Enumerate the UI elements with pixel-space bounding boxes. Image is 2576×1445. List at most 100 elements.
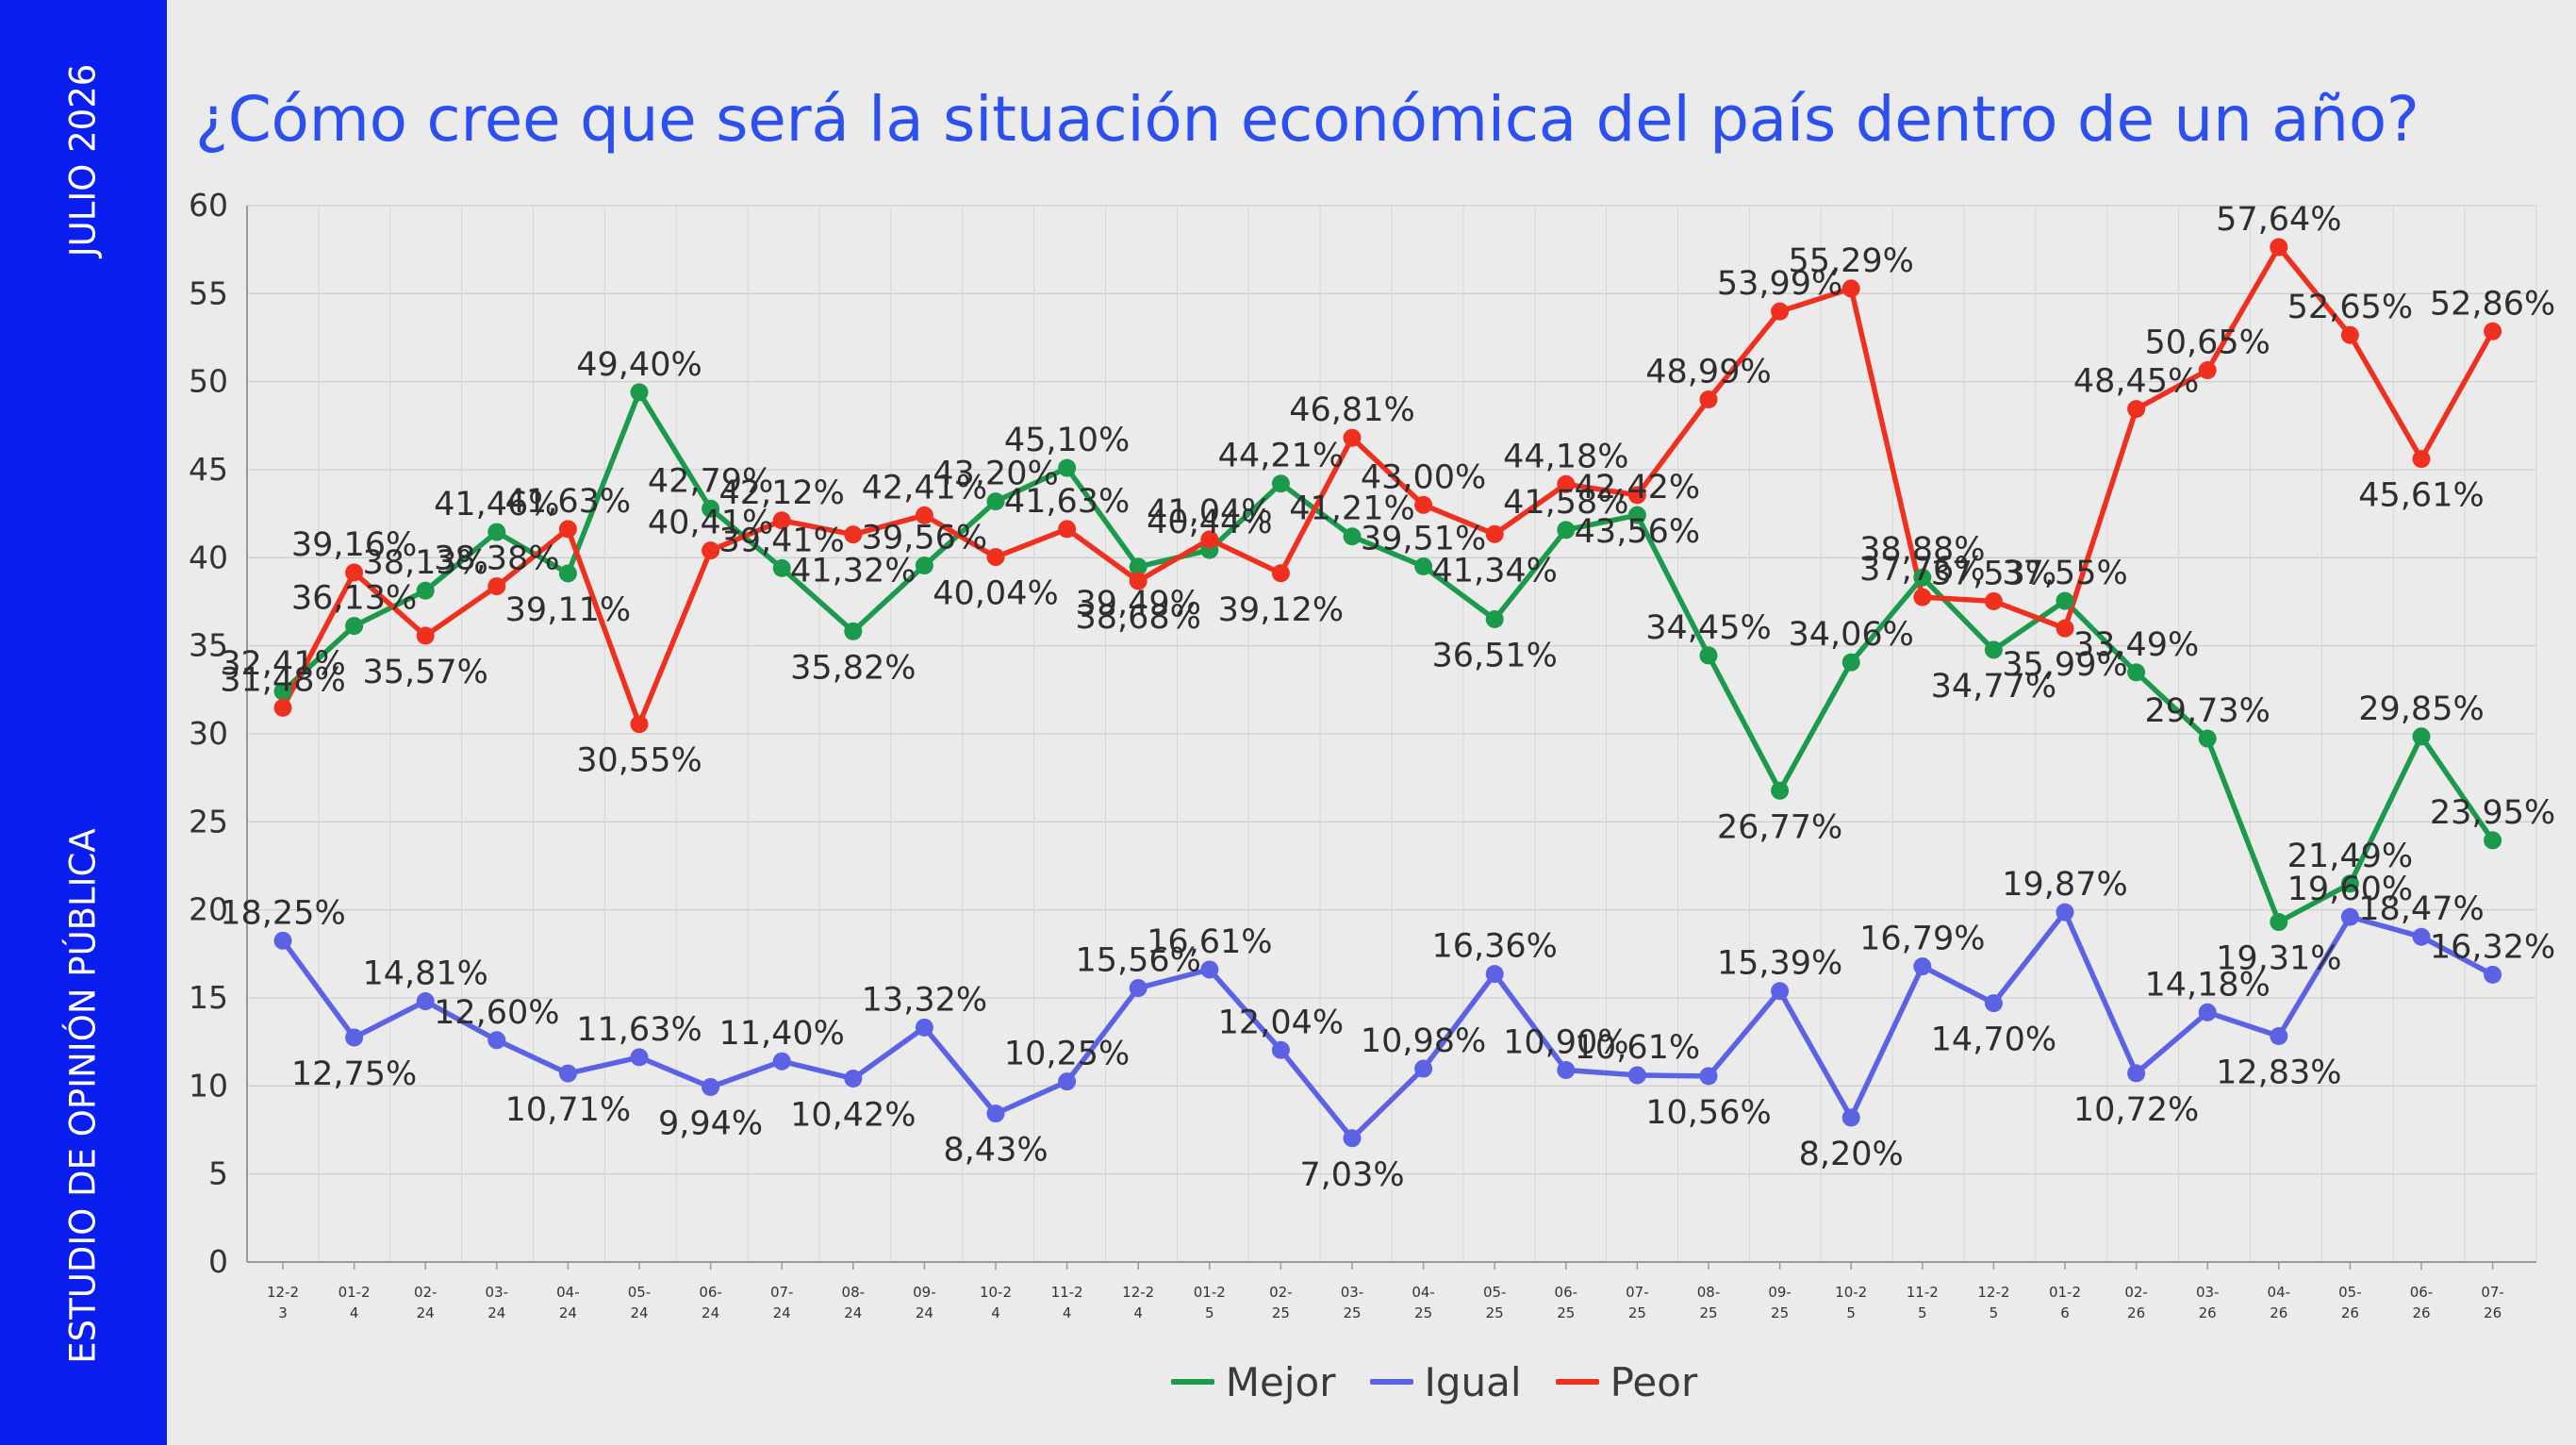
- x-tick-label-line2: 25: [1343, 1304, 1361, 1321]
- series-points: [273, 238, 2502, 1148]
- x-tick-label: 02-24: [414, 1284, 438, 1321]
- data-label-igual: 14,18%: [2144, 966, 2270, 1004]
- data-point-peor: [2270, 238, 2288, 257]
- data-point-igual: [1200, 960, 1219, 979]
- x-tick-label-line2: 24: [487, 1304, 505, 1321]
- x-tick-label-line1: 12-2: [1122, 1284, 1154, 1301]
- x-tick-label-line1: 02-: [414, 1284, 438, 1301]
- x-tick-label-line2: 25: [1699, 1304, 1717, 1321]
- x-tick-label: 10-2 5: [1835, 1284, 1867, 1321]
- x-tick-label-line2: 6: [2060, 1304, 2070, 1321]
- data-point-mejor: [1343, 527, 1362, 546]
- legend-item-mejor: Mejor: [1170, 1358, 1336, 1405]
- data-point-igual: [915, 1018, 933, 1037]
- x-tick-label-line1: 03-: [486, 1284, 509, 1301]
- data-label-peor: 31,48%: [220, 661, 345, 699]
- data-point-mejor: [2056, 591, 2074, 610]
- data-label-igual: 18,47%: [2358, 890, 2484, 928]
- x-tick-label: 04-26: [2268, 1284, 2291, 1321]
- legend-label-mejor: Mejor: [1225, 1358, 1336, 1405]
- data-point-mejor: [1699, 646, 1718, 665]
- x-tick-label-line2: 26: [2127, 1304, 2145, 1321]
- x-tick-label-line1: 03-: [1341, 1284, 1364, 1301]
- y-tick-label: 55: [189, 274, 228, 311]
- data-point-peor: [273, 698, 292, 717]
- y-tick-label: 10: [189, 1067, 228, 1104]
- x-tick-label: 12-2 3: [267, 1284, 299, 1321]
- data-point-igual: [1699, 1067, 1718, 1086]
- data-label-peor: 45,61%: [2358, 477, 2484, 515]
- data-point-igual: [2340, 907, 2359, 926]
- data-label-igual: 8,20%: [1799, 1136, 1904, 1173]
- data-label-mejor: 39,41%: [718, 522, 844, 559]
- data-point-igual: [1557, 1061, 1576, 1080]
- data-point-igual: [2198, 1003, 2217, 1021]
- y-tick-label: 40: [189, 539, 228, 575]
- legend-label-igual: Igual: [1424, 1358, 1522, 1405]
- x-tick-label-line1: 11-2: [1051, 1284, 1083, 1301]
- data-point-igual: [1627, 1066, 1646, 1085]
- data-point-igual: [1913, 957, 1932, 976]
- data-point-igual: [558, 1064, 577, 1083]
- data-point-igual: [1984, 994, 2003, 1013]
- x-tick-label-line1: 07-: [1626, 1284, 1649, 1301]
- data-label-igual: 10,71%: [505, 1091, 631, 1129]
- data-label-peor: 53,99%: [1717, 265, 1842, 303]
- data-point-igual: [1414, 1059, 1433, 1078]
- x-tick-label-line2: 4: [1133, 1304, 1143, 1321]
- data-point-igual: [2127, 1064, 2146, 1083]
- data-point-igual: [2270, 1027, 2288, 1046]
- sidebar: JULIO 2026 ESTUDIO DE OPINIÓN PÚBLICA: [0, 0, 167, 1445]
- data-point-igual: [1771, 982, 1790, 1001]
- data-label-mejor: 34,77%: [1931, 668, 2056, 706]
- legend-swatch-mejor: [1170, 1379, 1214, 1385]
- y-tick-label: 35: [189, 627, 228, 664]
- data-label-igual: 14,81%: [362, 955, 487, 993]
- x-tick-label-line1: 04-: [556, 1284, 580, 1301]
- x-tick-label: 03-26: [2196, 1284, 2220, 1321]
- x-tick-label-line1: 02-: [2124, 1284, 2148, 1301]
- x-tick-label-line2: 24: [773, 1304, 791, 1321]
- data-label-igual: 13,32%: [862, 981, 987, 1019]
- data-label-mejor: 42,79%: [648, 462, 773, 500]
- data-label-peor: 52,65%: [2287, 289, 2413, 326]
- data-label-mejor: 32,41%: [220, 645, 345, 683]
- x-tick-label: 05-25: [1483, 1284, 1507, 1321]
- x-tick-label-line2: 25: [1414, 1304, 1432, 1321]
- data-point-igual: [1271, 1040, 1290, 1059]
- y-tick-label: 15: [189, 979, 228, 1016]
- x-tick-label-line1: 05-: [628, 1284, 652, 1301]
- data-label-mejor: 29,73%: [2144, 692, 2270, 730]
- data-label-peor: 41,32%: [790, 553, 916, 590]
- data-label-igual: 10,72%: [2073, 1091, 2199, 1129]
- data-label-igual: 7,03%: [1299, 1156, 1404, 1194]
- x-tick-label-line1: 04-: [1412, 1284, 1435, 1301]
- data-label-peor: 57,64%: [2216, 201, 2341, 239]
- data-label-igual: 10,42%: [790, 1096, 916, 1134]
- y-tick-label: 50: [189, 363, 228, 400]
- data-point-mejor: [558, 564, 577, 583]
- data-point-mejor: [2484, 831, 2502, 850]
- data-label-mejor: 39,11%: [505, 591, 631, 629]
- data-label-mejor: 41,46%: [434, 486, 559, 523]
- data-label-igual: 16,79%: [1859, 921, 1985, 958]
- x-tick-label-line2: 26: [2412, 1304, 2430, 1321]
- data-point-peor: [1485, 524, 1504, 543]
- x-tick-label: 12-2 5: [1977, 1284, 2009, 1321]
- data-label-mejor: 40,44%: [1147, 504, 1272, 541]
- data-label-igual: 12,04%: [1218, 1004, 1344, 1041]
- x-tick-label-line2: 26: [2270, 1304, 2287, 1321]
- data-point-peor: [1699, 390, 1718, 409]
- legend-swatch-peor: [1555, 1379, 1599, 1385]
- data-label-peor: 30,55%: [576, 742, 702, 780]
- data-label-peor: 41,63%: [1004, 483, 1130, 521]
- y-tick-label: 60: [189, 187, 228, 224]
- x-tick-label: 05-26: [2338, 1284, 2362, 1321]
- data-point-igual: [416, 992, 435, 1011]
- x-tick-label-line1: 12-2: [1977, 1284, 2009, 1301]
- data-label-peor: 42,12%: [718, 474, 844, 512]
- x-tick-label: 08-24: [842, 1284, 866, 1321]
- data-label-peor: 40,04%: [933, 575, 1058, 613]
- data-label-mejor: 23,95%: [2430, 794, 2555, 832]
